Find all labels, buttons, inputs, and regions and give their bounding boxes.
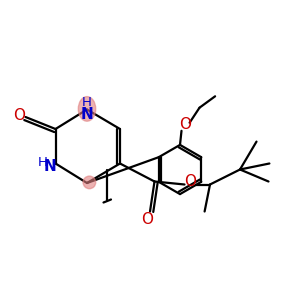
Ellipse shape (78, 97, 96, 121)
Text: N: N (81, 107, 93, 122)
Text: N: N (43, 159, 56, 174)
Text: O: O (141, 212, 153, 227)
Text: O: O (13, 108, 25, 123)
Text: H: H (82, 96, 92, 110)
Text: H: H (38, 155, 48, 169)
Ellipse shape (83, 176, 96, 189)
Text: O: O (179, 117, 191, 132)
Text: O: O (184, 174, 196, 189)
